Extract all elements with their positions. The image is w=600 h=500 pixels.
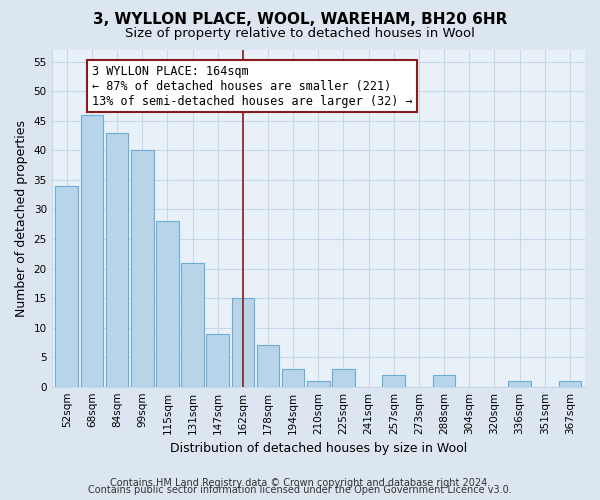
Bar <box>382 375 405 386</box>
Bar <box>80 115 103 386</box>
Bar <box>106 132 128 386</box>
Text: Size of property relative to detached houses in Wool: Size of property relative to detached ho… <box>125 28 475 40</box>
Bar <box>332 369 355 386</box>
X-axis label: Distribution of detached houses by size in Wool: Distribution of detached houses by size … <box>170 442 467 455</box>
Text: Contains public sector information licensed under the Open Government Licence v3: Contains public sector information licen… <box>88 485 512 495</box>
Bar <box>307 381 329 386</box>
Text: Contains HM Land Registry data © Crown copyright and database right 2024.: Contains HM Land Registry data © Crown c… <box>110 478 490 488</box>
Bar <box>508 381 531 386</box>
Bar <box>55 186 78 386</box>
Bar <box>559 381 581 386</box>
Text: 3 WYLLON PLACE: 164sqm
← 87% of detached houses are smaller (221)
13% of semi-de: 3 WYLLON PLACE: 164sqm ← 87% of detached… <box>92 65 413 108</box>
Bar <box>156 222 179 386</box>
Bar <box>232 298 254 386</box>
Y-axis label: Number of detached properties: Number of detached properties <box>15 120 28 317</box>
Bar <box>282 369 304 386</box>
Bar <box>131 150 154 386</box>
Bar <box>181 262 204 386</box>
Text: 3, WYLLON PLACE, WOOL, WAREHAM, BH20 6HR: 3, WYLLON PLACE, WOOL, WAREHAM, BH20 6HR <box>93 12 507 28</box>
Bar <box>206 334 229 386</box>
Bar <box>257 346 280 387</box>
Bar <box>433 375 455 386</box>
